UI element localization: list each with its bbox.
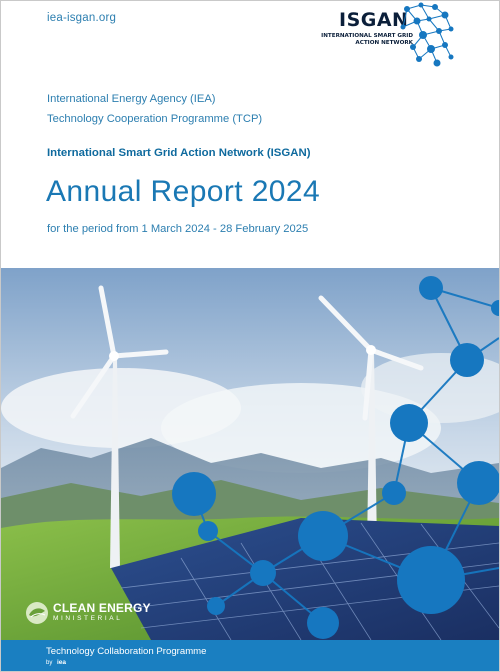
footer-programme: Technology Collaboration Programme	[46, 646, 207, 657]
logo-subtitle-line1: INTERNATIONAL SMART GRID	[321, 33, 413, 39]
network-nodes	[172, 276, 499, 639]
logo-subtitle-line2: ACTION NETWORK	[355, 40, 413, 46]
clean-energy-ministerial-logo: CLEAN ENERGY MINISTERIAL	[25, 601, 165, 629]
footer-by: by	[46, 660, 53, 666]
network-nodes-icon	[400, 2, 454, 67]
report-title: Annual Report 2024	[46, 175, 321, 208]
site-url: iea-isgan.org	[47, 12, 117, 24]
hero-image	[1, 268, 499, 640]
wind-turbine-right	[318, 295, 424, 548]
wind-turbines-solar-panels-image	[1, 268, 499, 640]
report-period: for the period from 1 March 2024 - 28 Fe…	[47, 223, 309, 235]
footer-bar: Technology Collaboration Programme by ie…	[1, 640, 499, 671]
globe-leaf-icon	[26, 602, 48, 624]
logo-subtitle: INTERNATIONAL SMART GRID ACTION NETWORK	[315, 33, 413, 47]
org-line-iea: International Energy Agency (IEA)	[47, 93, 216, 105]
cem-name: CLEAN ENERGY	[53, 601, 151, 615]
isgan-logo: ISGAN INTERNATIONAL SMART GRID ACTION NE…	[309, 1, 459, 71]
cem-sub: MINISTERIAL	[53, 615, 123, 622]
logo-wordmark: ISGAN	[339, 9, 409, 31]
wind-turbine-left	[70, 285, 169, 568]
network-name: International Smart Grid Action Network …	[47, 147, 311, 159]
org-line-tcp: Technology Cooperation Programme (TCP)	[47, 113, 263, 125]
iea-logo: iea	[57, 659, 67, 666]
